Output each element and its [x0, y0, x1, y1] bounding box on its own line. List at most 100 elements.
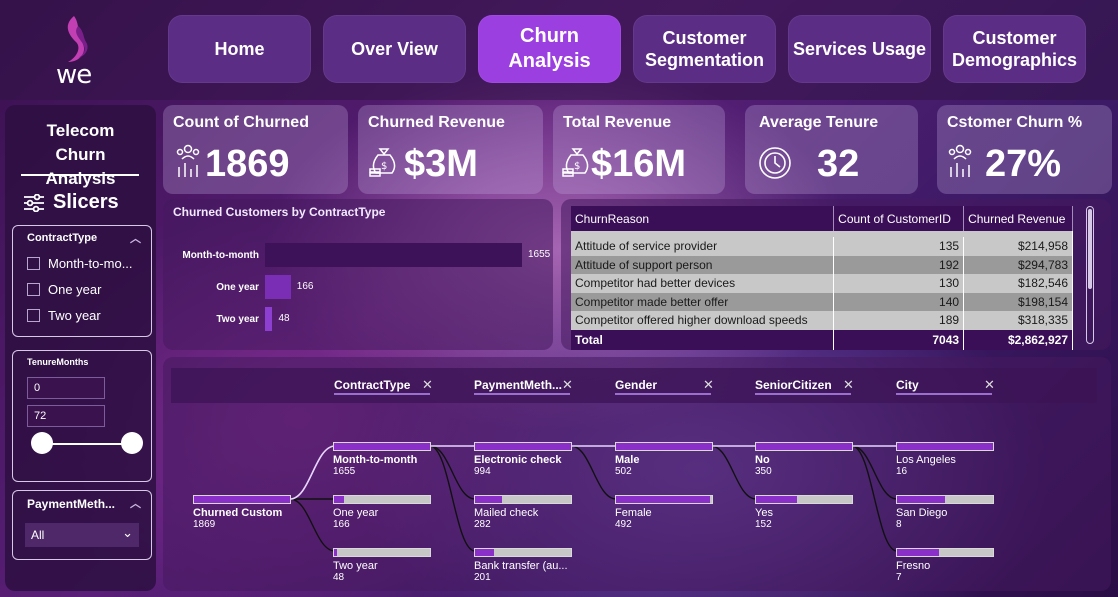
nav-churn-analysis-button[interactable]: Churn Analysis [478, 15, 621, 83]
column-header[interactable]: Churned Revenue [963, 206, 1073, 231]
tree-node-senior-yes[interactable]: Yes 152 [755, 495, 853, 530]
contract-option-two-year[interactable]: Two year [13, 302, 151, 328]
tenure-slider-min-handle[interactable] [31, 432, 53, 454]
tree-node-male[interactable]: Male 502 [615, 442, 713, 477]
tree-node-electronic-check[interactable]: Electronic check 994 [474, 442, 572, 477]
close-icon[interactable]: ✕ [703, 377, 714, 392]
node-bar-fill [616, 496, 711, 503]
tenure-slider-max-handle[interactable] [121, 432, 143, 454]
node-bar-fill [475, 496, 502, 503]
checkbox[interactable] [27, 256, 40, 270]
tenure-min-input[interactable]: 0 [27, 377, 105, 399]
option-label: Month-to-mo... [48, 255, 133, 271]
kpi-count-churned: Count of Churned 1869 [163, 105, 348, 194]
nav-services-usage-button[interactable]: Services Usage [788, 15, 931, 83]
bar[interactable] [265, 307, 273, 331]
node-label: San Diego [896, 507, 948, 519]
tree-level-contracttype[interactable]: ContractType [334, 378, 430, 395]
tree-node-female[interactable]: Female 492 [615, 495, 713, 530]
node-bar-fill [334, 496, 344, 503]
payment-dropdown[interactable]: All ⌄ [25, 523, 139, 547]
tree-node-senior-no[interactable]: No 350 [755, 442, 853, 477]
tree-node-month-to-month[interactable]: Month-to-month 1655 [333, 442, 431, 477]
node-bar [474, 548, 572, 557]
kpi-value: $16M [591, 143, 687, 185]
close-icon[interactable]: ✕ [562, 377, 573, 392]
tree-node-fresno[interactable]: Fresno 7 [896, 548, 994, 583]
chevron-down-icon: ⌄ [122, 525, 133, 540]
node-label: Two year [333, 560, 378, 572]
table-row[interactable]: Attitude of service provider 135 $214,958 [571, 237, 1073, 256]
bar-category-label: Month-to-month [182, 250, 259, 261]
node-label: Electronic check [474, 454, 562, 466]
slicers-heading: Slicers [23, 191, 119, 214]
scrollbar-thumb[interactable] [1088, 209, 1092, 289]
node-bar-fill [475, 549, 495, 556]
tenure-max-input[interactable]: 72 [27, 405, 105, 427]
bar[interactable] [265, 275, 291, 299]
nav-customer-segmentation-button[interactable]: Customer Segmentation [633, 15, 776, 83]
svg-text:$: $ [574, 161, 580, 172]
option-label: One year [48, 281, 102, 297]
contract-option-one-year[interactable]: One year [13, 276, 151, 302]
node-value: 8 [896, 519, 902, 530]
node-bar-fill [194, 496, 290, 503]
nav-customer-demographics-button[interactable]: Customer Demographics [943, 15, 1086, 83]
table-cell: $198,154 [963, 292, 1073, 311]
tree-level-gender[interactable]: Gender [615, 378, 711, 395]
payment-title-text: PaymentMeth... [27, 497, 116, 511]
chevron-up-icon[interactable]: ︿ [130, 498, 141, 510]
kpi-value: 1869 [205, 143, 290, 185]
node-value: 1655 [333, 466, 356, 477]
nav-overview-button[interactable]: Over View [323, 15, 466, 83]
table-row[interactable]: Competitor offered higher download speed… [571, 311, 1073, 330]
checkbox[interactable] [27, 282, 40, 296]
close-icon[interactable]: ✕ [843, 377, 854, 392]
tree-node-one-year[interactable]: One year 166 [333, 495, 431, 530]
close-icon[interactable]: ✕ [984, 377, 995, 392]
tree-level-payment[interactable]: PaymentMeth... [474, 378, 570, 395]
kpi-title: Cstomer Churn % [947, 114, 1083, 131]
tree-node-los-angeles[interactable]: Los Angeles 16 [896, 442, 994, 477]
table-cell: 140 [833, 292, 965, 311]
table-cell: $294,783 [963, 255, 1073, 274]
table-cell: $214,958 [963, 237, 1073, 256]
table-row[interactable]: Attitude of support person 192 $294,783 [571, 255, 1073, 274]
tree-node-bank-transfer[interactable]: Bank transfer (au... 201 [474, 548, 572, 583]
tree-level-city[interactable]: City [896, 378, 992, 395]
bar-category-label: One year [216, 282, 259, 293]
tree-node-two-year[interactable]: Two year 48 [333, 548, 431, 583]
chevron-up-icon[interactable]: ︿ [130, 233, 141, 245]
tree-node-root[interactable]: Churned Custom 1869 [193, 495, 291, 530]
node-label: Female [615, 507, 652, 519]
tree-node-san-diego[interactable]: San Diego 8 [896, 495, 994, 530]
churn-reason-table: ChurnReason Count of CustomerID Churned … [571, 206, 1073, 350]
checkbox[interactable] [27, 308, 40, 322]
table-scrollbar[interactable] [1086, 206, 1094, 344]
contract-type-bar-chart: Churned Customers by ContractType Month-… [163, 199, 553, 350]
node-bar-fill [756, 496, 798, 503]
contract-option-month[interactable]: Month-to-mo... [13, 250, 151, 276]
table-header-row: ChurnReason Count of CustomerID Churned … [571, 206, 1073, 231]
node-value: 502 [615, 466, 632, 477]
tree-level-header [171, 368, 1097, 403]
table-cell: Total [571, 329, 835, 350]
bar[interactable] [265, 243, 522, 267]
table-cell: Attitude of service provider [571, 237, 835, 256]
node-bar [333, 495, 431, 504]
kpi-value: $3M [404, 143, 478, 185]
tree-node-mailed-check[interactable]: Mailed check 282 [474, 495, 572, 530]
table-row[interactable]: Competitor had better devices 130 $182,546 [571, 274, 1073, 293]
payment-slicer-title: PaymentMeth... ︿ [13, 491, 151, 517]
table-cell: 7043 [833, 329, 965, 350]
close-icon[interactable]: ✕ [422, 377, 433, 392]
table-row[interactable]: Competitor made better offer 140 $198,154 [571, 292, 1073, 311]
node-bar-fill [475, 443, 571, 450]
tree-level-seniorcitizen[interactable]: SeniorCitizen [755, 378, 851, 395]
tenure-slider-track[interactable] [41, 443, 131, 445]
column-header[interactable]: ChurnReason [571, 206, 835, 231]
table-total-row: Total 7043 $2,862,927 [571, 329, 1073, 350]
column-header[interactable]: Count of CustomerID [833, 206, 965, 231]
node-label: One year [333, 507, 379, 519]
nav-home-button[interactable]: Home [168, 15, 311, 83]
